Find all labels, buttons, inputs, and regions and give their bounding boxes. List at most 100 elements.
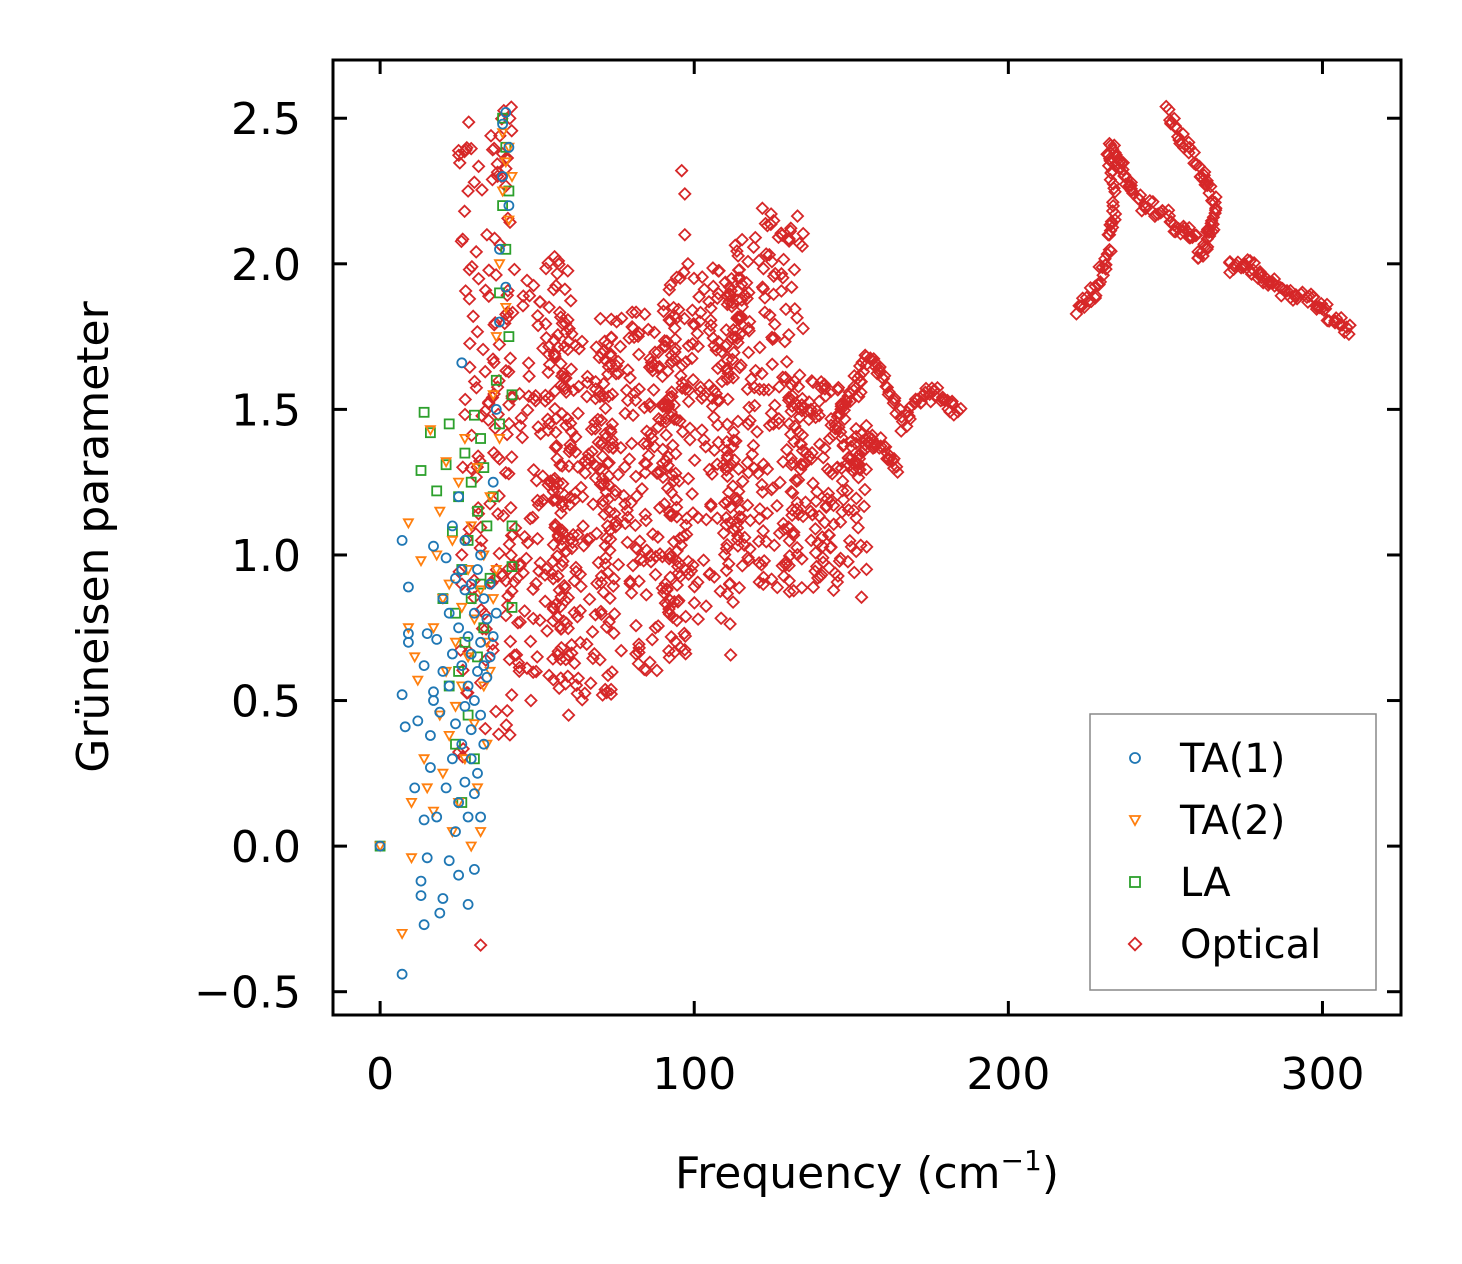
data-point-optical [533,426,548,441]
data-point-optical [542,357,557,372]
data-point-ta-1- [450,718,461,730]
data-point-optical [498,573,513,588]
data-point-optical [771,230,786,245]
data-point-optical [691,339,706,354]
data-point-ta-2- [458,433,471,445]
data-point-optical [594,575,609,590]
data-point-optical [1088,288,1103,303]
data-point-optical [502,416,516,431]
data-point-optical [606,579,621,593]
data-point-ta-1- [472,767,483,779]
data-point-optical [719,510,734,525]
data-point-optical [533,613,547,628]
data-point-optical [486,643,500,658]
data-point-ta-1- [421,628,433,639]
data-point-optical [547,471,562,486]
data-point-optical [588,415,602,430]
data-point-optical [919,381,933,396]
data-point-optical [764,572,779,587]
data-point-optical [481,289,496,304]
data-point-optical [595,436,610,450]
data-point-optical [609,366,623,381]
data-point-optical [595,346,609,361]
data-point-optical [570,527,585,542]
data-point-optical [539,261,553,276]
data-point-ta-2- [411,675,424,687]
data-point-optical [655,581,670,595]
data-point-optical [729,491,744,506]
data-point-optical [766,287,781,302]
data-point-optical [778,334,792,349]
data-point-optical [597,507,612,522]
data-point-optical [841,503,856,517]
data-point-ta-1- [434,907,446,919]
legend: TA(1) TA(2) LA Optical [1089,713,1377,991]
data-point-ta-1- [503,200,515,212]
data-point-optical [513,615,528,629]
data-point-optical [1100,247,1115,261]
data-point-optical [773,475,787,490]
data-point-optical [1145,194,1160,209]
data-point-optical [1240,253,1255,267]
data-point-optical [538,594,553,609]
data-point-la [497,112,509,124]
data-point-optical [887,391,902,406]
data-point-optical [826,498,841,513]
data-point-optical [812,437,827,452]
data-point-optical [703,499,718,514]
data-point-optical [540,624,554,638]
data-point-optical [1161,203,1176,218]
data-point-optical [551,644,566,659]
data-point-optical [655,399,670,414]
data-point-optical [458,407,472,422]
data-point-optical [661,458,676,473]
data-point-ta-2- [487,594,500,605]
data-point-optical [523,634,538,649]
data-point-optical [478,721,493,736]
data-point-optical [636,436,651,451]
data-point-optical [542,416,557,431]
data-point-optical [784,484,799,499]
data-point-optical [643,351,658,366]
data-point-optical [1286,293,1300,307]
data-point-optical [788,419,802,433]
legend-marker [1127,936,1143,952]
data-point-optical [772,526,787,541]
data-point-optical [664,485,679,500]
data-point-optical [502,728,517,742]
data-point-optical [461,115,476,130]
data-point-ta-2- [449,701,462,713]
data-point-optical [690,326,705,341]
data-point-optical [861,429,875,444]
data-point-optical [492,337,507,352]
data-point-optical [520,535,535,550]
data-point-optical [526,391,541,406]
data-point-optical [734,293,749,307]
data-point-optical [453,643,468,657]
data-point-ta-2- [396,929,409,940]
data-point-ta-2- [430,550,443,562]
data-point-optical [520,273,534,288]
data-point-optical [664,385,679,400]
data-point-optical [462,262,477,277]
data-point-ta-1- [468,788,480,800]
data-point-optical [486,352,500,367]
data-point-optical [558,282,572,297]
data-point-optical [677,227,692,242]
data-point-ta-1- [418,660,430,671]
data-point-la [490,374,502,386]
data-point-ta-1- [494,243,505,255]
data-point-optical [649,663,664,678]
data-point-optical [859,418,874,433]
data-point-ta-2- [424,425,437,437]
data-point-optical [622,452,637,466]
data-point-optical [1098,251,1112,266]
data-point-optical [498,465,513,480]
data-point-ta-2- [484,666,497,678]
data-point-la [484,572,496,584]
data-point-optical [752,382,767,397]
data-point-optical [717,496,732,511]
data-point-optical [772,416,786,431]
data-point-optical [668,446,683,461]
data-point-optical [1104,244,1118,259]
